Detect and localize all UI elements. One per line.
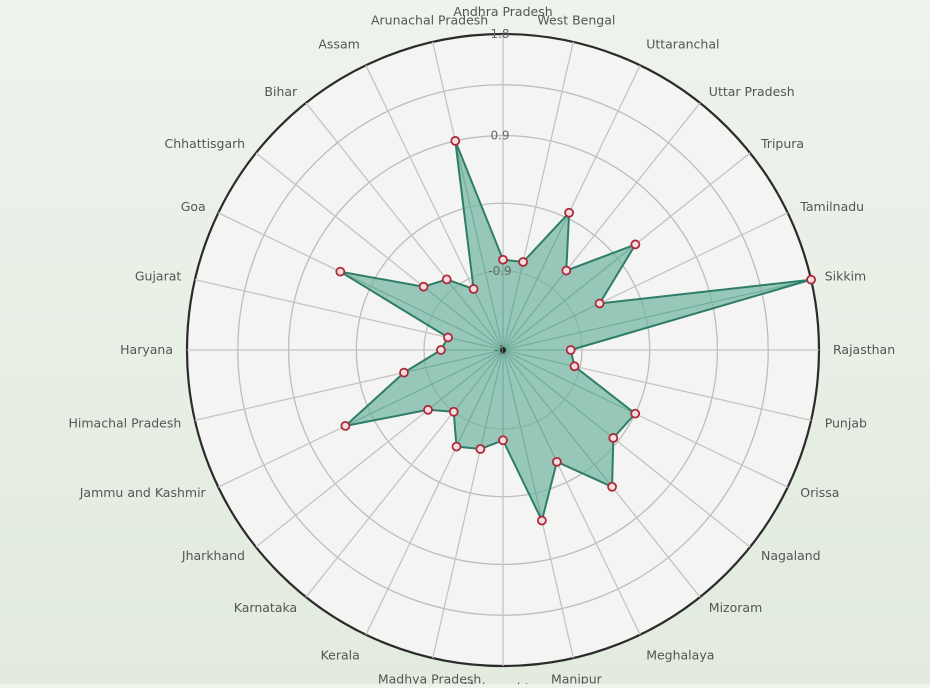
data-point <box>594 298 605 309</box>
tick-label: -0.9 <box>488 264 511 278</box>
category-label: Assam <box>318 37 359 52</box>
data-point <box>569 361 580 372</box>
data-point <box>436 345 446 355</box>
category-label: Mizoram <box>709 600 762 615</box>
category-label: Orissa <box>800 485 839 500</box>
category-label: Gujarat <box>135 269 182 284</box>
category-label: Nagaland <box>761 548 821 563</box>
category-label: Manipur <box>551 672 603 684</box>
data-point <box>448 406 459 417</box>
data-point <box>498 435 508 446</box>
data-point <box>630 408 641 419</box>
category-label: Madhya Pradesh <box>378 672 482 684</box>
data-point <box>806 274 816 285</box>
category-label: West Bengal <box>537 12 615 27</box>
tick-label: 0.9 <box>490 129 509 143</box>
data-point <box>537 515 547 526</box>
data-point <box>630 239 641 250</box>
category-label: Uttaranchal <box>646 37 719 52</box>
category-label: Meghalaya <box>646 647 714 662</box>
category-label: Rajasthan <box>833 342 895 357</box>
data-point <box>335 266 346 277</box>
data-point <box>561 265 572 276</box>
category-label: Kerala <box>321 647 360 662</box>
data-point <box>607 481 617 492</box>
data-point <box>443 332 453 343</box>
category-label: Tamilnadu <box>799 199 864 214</box>
data-point <box>565 345 576 355</box>
data-point <box>608 433 619 443</box>
tick-label: 1.8 <box>490 27 509 41</box>
data-point <box>423 404 433 415</box>
category-label: Tripura <box>760 136 804 151</box>
data-point <box>468 284 479 294</box>
center-dot <box>500 347 506 353</box>
category-label: Jharkhand <box>181 548 245 563</box>
category-label: Haryana <box>120 342 173 357</box>
data-point <box>418 281 429 292</box>
category-label: Himachal Pradesh <box>69 415 182 430</box>
data-point <box>518 257 528 267</box>
tick-labels: -1 -0.9 0.9 1.8 <box>488 27 511 357</box>
data-point <box>551 456 562 467</box>
category-label: Jammu and Kashmir <box>79 485 207 500</box>
data-point <box>450 136 461 146</box>
category-label: Andhra Pradesh <box>453 4 552 19</box>
category-label: Punjab <box>825 415 867 430</box>
data-point <box>475 444 486 454</box>
data-point <box>340 420 351 431</box>
category-label: Bihar <box>264 84 298 99</box>
category-label: Goa <box>181 199 206 214</box>
category-label: Sikkim <box>825 269 867 284</box>
data-point <box>498 254 508 265</box>
tick-label: -1 <box>494 343 506 357</box>
series-layer <box>335 136 816 526</box>
data-point <box>564 207 575 218</box>
data-point <box>399 367 409 378</box>
category-label: Karnataka <box>234 600 297 615</box>
category-label: Uttar Pradesh <box>709 84 795 99</box>
data-point <box>441 274 452 285</box>
category-label: Arunachal Pradesh <box>371 12 488 27</box>
category-label: Chhattisgarh <box>165 136 245 151</box>
data-point <box>451 441 462 452</box>
